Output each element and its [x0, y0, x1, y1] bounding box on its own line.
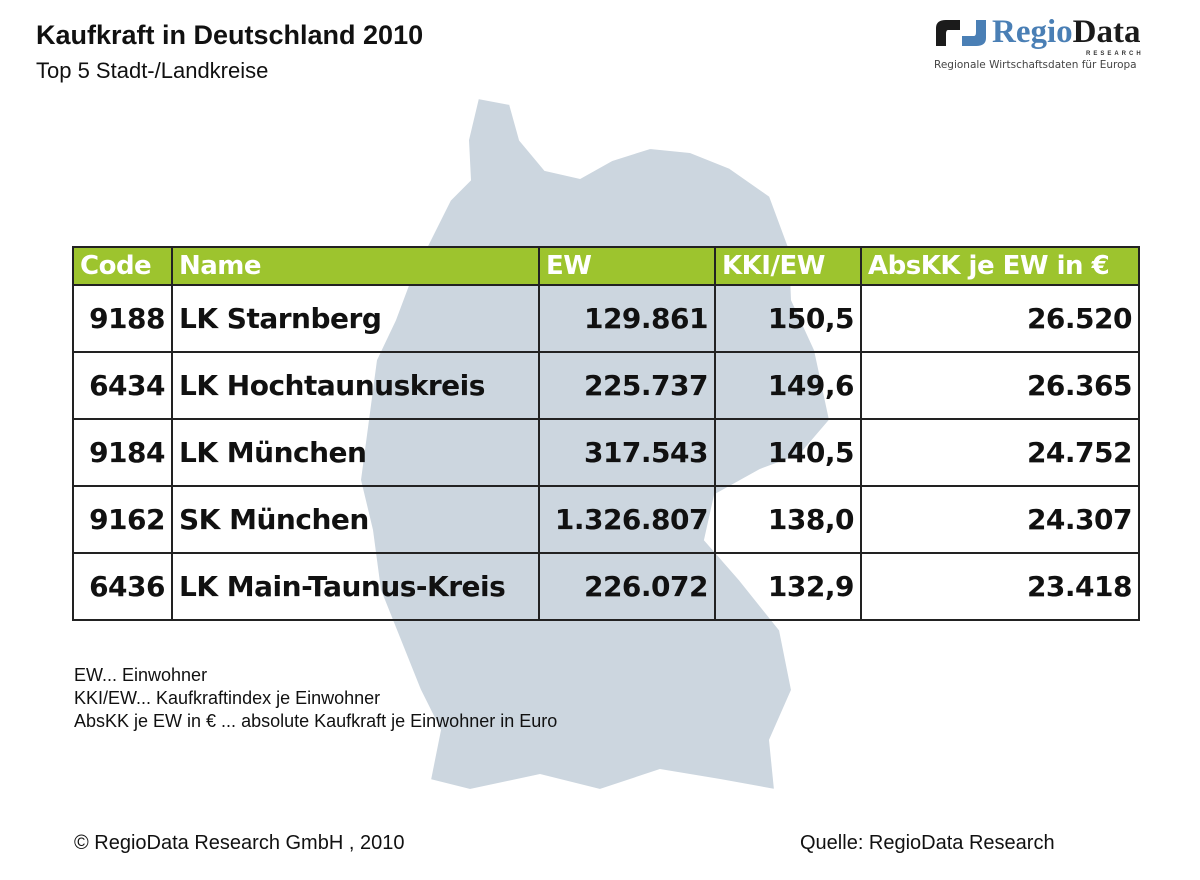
table-header-row: Code Name EW KKI/EW AbsKK je EW in €	[72, 246, 1140, 286]
logo-sub: RESEARCH	[1086, 51, 1144, 57]
logo-wordmark: RegioData	[992, 14, 1141, 50]
page-subtitle: Top 5 Stadt-/Landkreise	[36, 58, 269, 83]
cell-name: LK Main-Taunus-Kreis	[171, 552, 540, 621]
kaufkraft-table: Code Name EW KKI/EW AbsKK je EW in € 918…	[72, 246, 1140, 621]
source: Quelle: RegioData Research	[800, 832, 1055, 854]
cell-name: LK Hochtaunuskreis	[171, 351, 540, 420]
cell-kki: 140,5	[714, 418, 862, 487]
cell-name: LK München	[171, 418, 540, 487]
col-kki: KKI/EW	[714, 246, 862, 286]
logo-tagline: Regionale Wirtschaftsdaten für Europa	[934, 59, 1137, 71]
cell-abskk: 26.365	[860, 351, 1140, 420]
cell-ew: 317.543	[538, 418, 716, 487]
copyright: © RegioData Research GmbH , 2010	[74, 832, 405, 854]
page-title: Kaufkraft in Deutschland 2010	[36, 20, 424, 50]
table-row: 6436 LK Main-Taunus-Kreis 226.072 132,9 23.4…	[72, 552, 1140, 621]
col-ew: EW	[538, 246, 716, 286]
table-row: 6434 LK Hochtaunuskreis 225.737 149,6 26.365	[72, 351, 1140, 420]
cell-abskk: 24.307	[860, 485, 1140, 554]
cell-ew: 225.737	[538, 351, 716, 420]
cell-kki: 150,5	[714, 284, 862, 353]
cell-abskk: 23.418	[860, 552, 1140, 621]
col-name: Name	[171, 246, 540, 286]
cell-kki: 149,6	[714, 351, 862, 420]
logo-mark-icon	[936, 20, 986, 46]
cell-kki: 132,9	[714, 552, 862, 621]
cell-code: 9188	[72, 284, 173, 353]
table-row: 9188 LK Starnberg 129.861 150,5 26.520	[72, 284, 1140, 353]
cell-code: 9184	[72, 418, 173, 487]
table-row: 9162 SK München 1.326.807 138,0 24.307	[72, 485, 1140, 554]
col-code: Code	[72, 246, 173, 286]
legend-item: EW... Einwohner	[74, 665, 208, 685]
cell-name: LK Starnberg	[171, 284, 540, 353]
col-abskk: AbsKK je EW in €	[860, 246, 1140, 286]
cell-abskk: 24.752	[860, 418, 1140, 487]
cell-code: 6434	[72, 351, 173, 420]
cell-code: 9162	[72, 485, 173, 554]
legend-item: AbsKK je EW in € ... absolute Kaufkraft …	[74, 711, 558, 731]
cell-ew: 226.072	[538, 552, 716, 621]
cell-kki: 138,0	[714, 485, 862, 554]
cell-name: SK München	[171, 485, 540, 554]
legend: EW... Einwohner KKI/EW... Kaufkraftindex…	[74, 664, 557, 733]
legend-item: KKI/EW... Kaufkraftindex je Einwohner	[74, 688, 381, 708]
cell-ew: 129.861	[538, 284, 716, 353]
cell-code: 6436	[72, 552, 173, 621]
regiodata-logo: RegioData RESEARCH Regionale Wirtschafts…	[934, 14, 1150, 74]
cell-abskk: 26.520	[860, 284, 1140, 353]
table-row: 9184 LK München 317.543 140,5 24.752	[72, 418, 1140, 487]
cell-ew: 1.326.807	[538, 485, 716, 554]
